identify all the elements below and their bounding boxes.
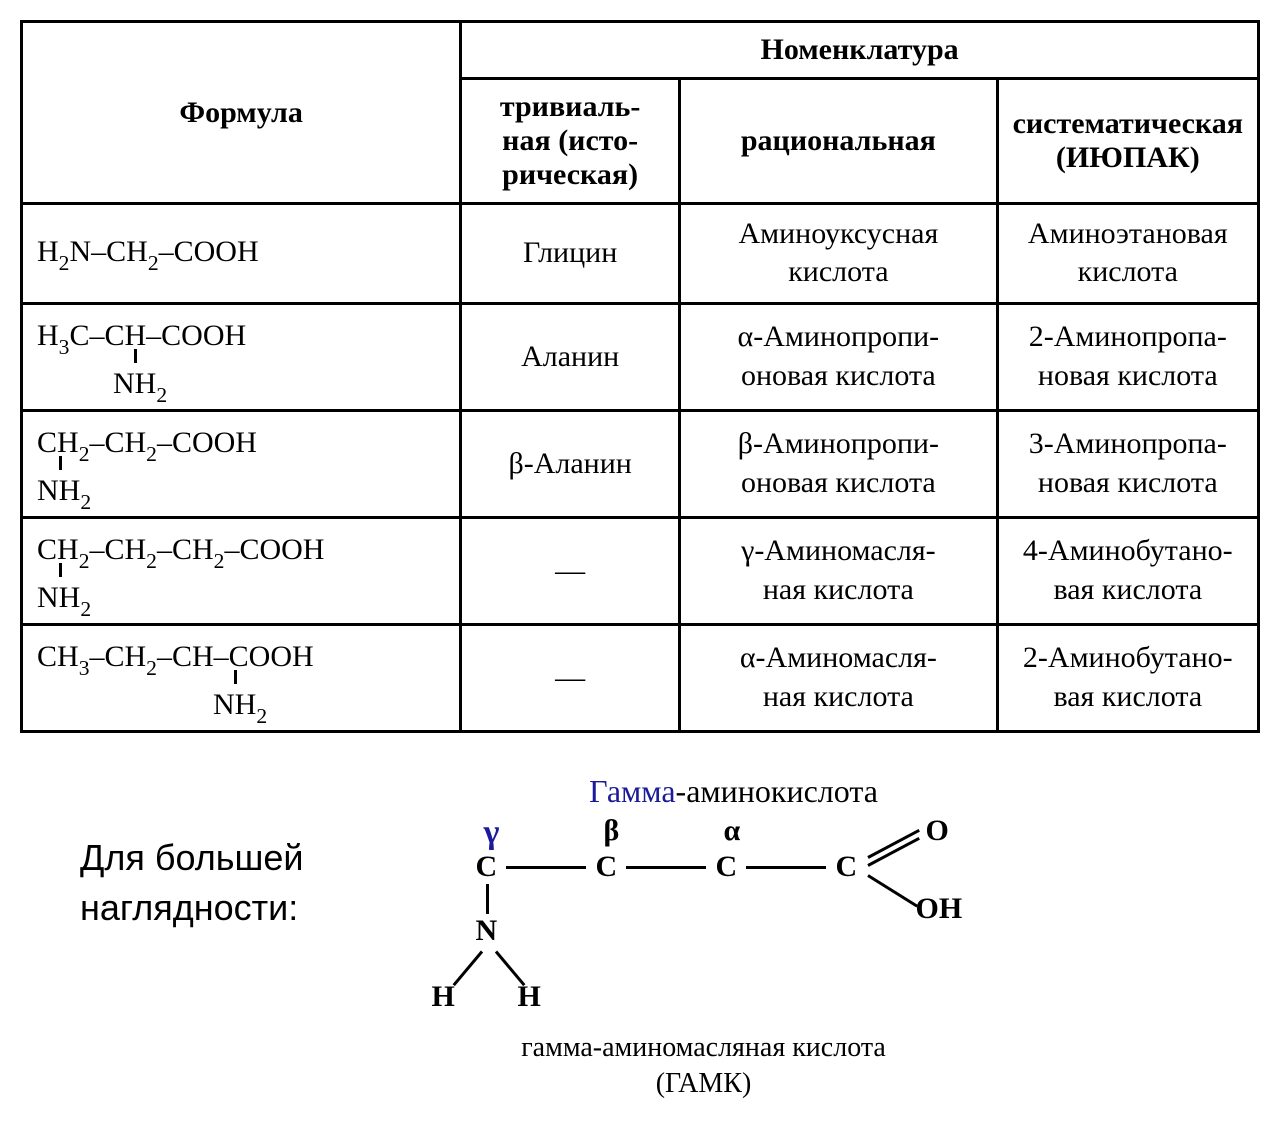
illustration-label-l1: Для большей — [80, 837, 304, 878]
chain-area: C C C C O OH N — [344, 850, 1064, 1030]
beta-label: β — [604, 814, 620, 848]
formula-alpha-aminobutyric: CH3–CH2–CH–COOH NH2 — [22, 624, 461, 731]
rational-cell: α-Аминопропи-оновая кислота — [680, 303, 997, 410]
atom-c-beta: C — [596, 850, 618, 884]
bond-nh-1 — [452, 950, 483, 986]
systematic-cell: Аминоэтановаякислота — [997, 204, 1258, 304]
greek-labels-row: γ β α — [344, 814, 1064, 850]
header-rational: рациональная — [680, 79, 997, 204]
systematic-cell: 4-Аминобутано-вая кислота — [997, 517, 1258, 624]
atom-c-carboxyl: C — [836, 850, 858, 884]
bond-c-oh — [867, 874, 918, 907]
atom-o: O — [926, 814, 949, 848]
trivial-cell: β-Аланин — [461, 410, 680, 517]
header-systematic-l2: (ИЮПАК) — [1056, 141, 1200, 174]
header-nomenclature: Номенклатура — [461, 22, 1259, 79]
diagram-title-rest: -аминокислота — [676, 773, 878, 809]
table-row: CH2–CH2–COOH NH2 β-Аланин β-Аминопропи-о… — [22, 410, 1259, 517]
trivial-cell: — — [461, 624, 680, 731]
header-trivial-l1: тривиаль- — [500, 90, 641, 123]
gaba-structure-diagram: Гамма-аминокислота γ β α C C C C — [344, 773, 1064, 1103]
bond-cc-1 — [506, 866, 586, 869]
nomenclature-table: Формула Номенклатура тривиаль- ная (исто… — [20, 20, 1260, 733]
header-systematic: систематическая (ИЮПАК) — [997, 79, 1258, 204]
table-row: H2N–CH2–COOH Глицин Аминоуксуснаякислота… — [22, 204, 1259, 304]
rational-cell: γ-Аминомасля-ная кислота — [680, 517, 997, 624]
bond-cc-3 — [746, 866, 826, 869]
bond-cc-2 — [626, 866, 706, 869]
header-trivial: тривиаль- ная (исто- рическая) — [461, 79, 680, 204]
diagram-caption: гамма-аминомасляная кислота (ГАМК) — [344, 1030, 1064, 1103]
gamma-label: γ — [484, 814, 500, 852]
atom-c-gamma: C — [476, 850, 498, 884]
trivial-cell: — — [461, 517, 680, 624]
table-row: H3C–CH–COOH NH2 Аланин α-Аминопропи-онов… — [22, 303, 1259, 410]
diagram-title-blue: Гамма — [589, 773, 675, 809]
systematic-cell: 2-Аминопропа-новая кислота — [997, 303, 1258, 410]
rational-cell: α-Аминомасля-ная кислота — [680, 624, 997, 731]
trivial-cell: Аланин — [461, 303, 680, 410]
atom-h-1: H — [432, 980, 455, 1014]
header-trivial-l2: ная (исто- — [502, 124, 638, 157]
systematic-cell: 3-Аминопропа-новая кислота — [997, 410, 1258, 517]
formula-beta-alanine: CH2–CH2–COOH NH2 — [22, 410, 461, 517]
header-formula: Формула — [22, 22, 461, 204]
atom-h-2: H — [518, 980, 541, 1014]
bond-cn — [486, 884, 489, 914]
rational-cell: β-Аминопропи-оновая кислота — [680, 410, 997, 517]
formula-glycine: H2N–CH2–COOH — [22, 204, 461, 304]
formula-gaba: CH2–CH2–CH2–COOH NH2 — [22, 517, 461, 624]
diagram-caption-l1: гамма-аминомасляная кислота — [521, 1032, 886, 1063]
rational-cell: Аминоуксуснаякислота — [680, 204, 997, 304]
diagram-caption-l2: (ГАМК) — [656, 1068, 752, 1099]
atom-n: N — [476, 914, 498, 948]
diagram-title: Гамма-аминокислота — [344, 773, 1064, 810]
atom-c-alpha: C — [716, 850, 738, 884]
illustration-label-l2: наглядности: — [80, 887, 298, 928]
atom-oh: OH — [916, 892, 963, 926]
formula-alanine: H3C–CH–COOH NH2 — [22, 303, 461, 410]
header-trivial-l3: рическая) — [502, 158, 638, 191]
header-systematic-l1: систематическая — [1013, 107, 1243, 140]
illustration-label: Для большей наглядности: — [20, 773, 304, 934]
trivial-cell: Глицин — [461, 204, 680, 304]
table-row: CH2–CH2–CH2–COOH NH2 — γ-Аминомасля-ная … — [22, 517, 1259, 624]
alpha-label: α — [724, 814, 741, 848]
systematic-cell: 2-Аминобутано-вая кислота — [997, 624, 1258, 731]
table-row: CH3–CH2–CH–COOH NH2 — α-Аминомасля-ная к… — [22, 624, 1259, 731]
